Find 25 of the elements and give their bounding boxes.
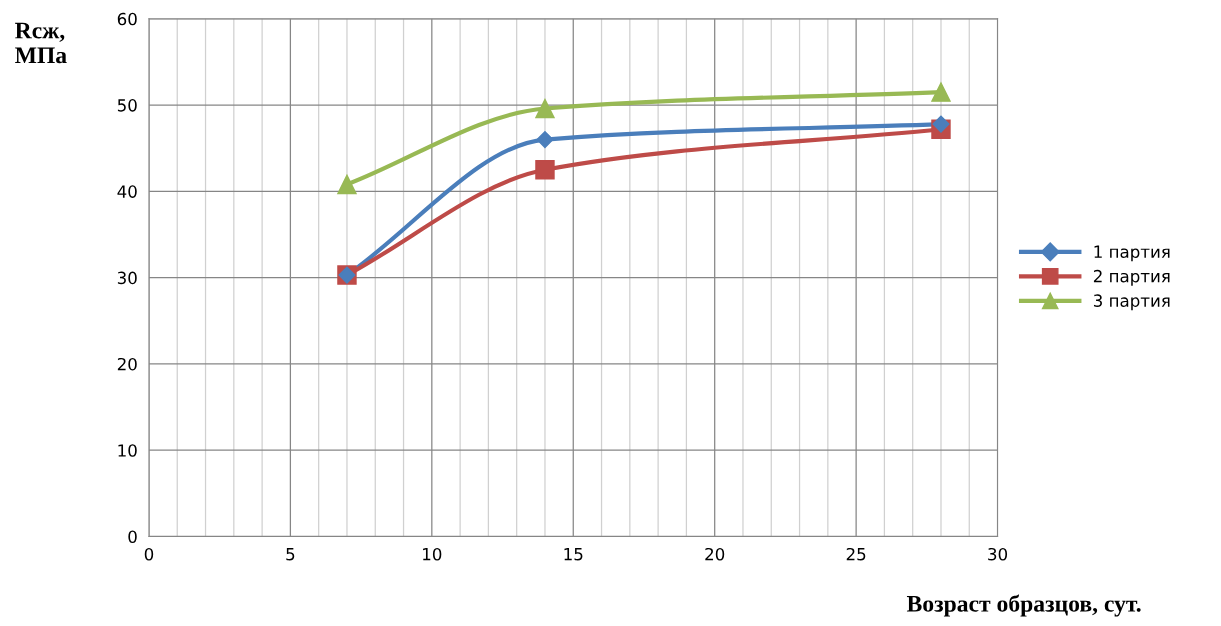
- legend-label: 1 партия: [1094, 245, 1170, 262]
- y-tick-label: 50: [117, 99, 137, 112]
- point: [932, 115, 950, 133]
- x-tick-label: 0: [144, 547, 154, 561]
- y-tick-label: 0: [128, 530, 137, 544]
- y-tick-label: 40: [117, 185, 137, 198]
- legend-label: 2 партия: [1093, 269, 1170, 286]
- point: [931, 82, 951, 102]
- x-tick-label: 30: [988, 547, 1008, 561]
- y-tick-label: 60: [117, 12, 137, 26]
- x-tick-label: 5: [286, 548, 295, 561]
- legend-label: 3 партия: [1093, 294, 1170, 311]
- y-tick-label: 10: [118, 444, 137, 457]
- point: [536, 131, 554, 149]
- point: [535, 98, 555, 119]
- x-tick-label: 15: [564, 548, 583, 561]
- x-tick-label: 25: [846, 547, 866, 561]
- x-axis-title: Возраст образцов, сут.: [906, 594, 1141, 617]
- y-tick-label: 30: [117, 271, 137, 285]
- y-axis-title: Rсж, МПа: [15, 22, 67, 64]
- point: [337, 174, 357, 195]
- point: [535, 160, 555, 180]
- x-tick-label: 10: [423, 547, 442, 561]
- x-tick-label: 20: [705, 547, 725, 561]
- y-tick-label: 20: [117, 357, 137, 371]
